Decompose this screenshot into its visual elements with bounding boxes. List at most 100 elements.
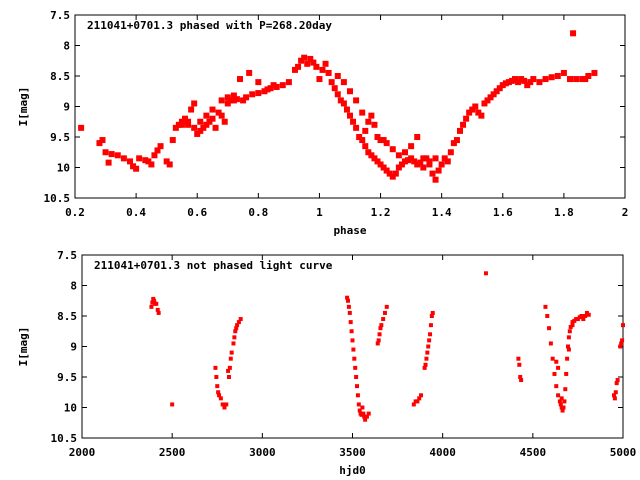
data-point xyxy=(423,362,428,367)
data-point xyxy=(349,329,354,334)
data-point xyxy=(420,164,427,171)
data-points xyxy=(149,271,625,422)
data-point xyxy=(157,143,164,150)
data-point xyxy=(518,76,525,83)
data-point xyxy=(351,347,356,352)
data-point xyxy=(542,76,549,83)
data-point xyxy=(377,332,382,337)
data-point xyxy=(108,151,115,158)
data-point xyxy=(483,271,488,276)
data-point xyxy=(285,79,292,86)
data-point xyxy=(350,118,357,125)
data-point xyxy=(554,384,559,389)
data-point xyxy=(364,414,369,419)
data-point xyxy=(460,121,467,128)
data-point xyxy=(127,158,133,165)
data-point xyxy=(408,155,415,162)
data-point xyxy=(361,411,366,416)
data-point xyxy=(224,402,229,407)
data-point xyxy=(389,146,396,153)
data-point xyxy=(279,82,286,89)
data-point xyxy=(232,335,237,340)
data-point xyxy=(236,320,241,325)
data-point xyxy=(363,417,368,422)
x-tick-label: 2500 xyxy=(159,446,186,459)
data-point xyxy=(499,82,506,89)
data-point xyxy=(365,149,372,156)
y-tick-label: 8 xyxy=(70,280,77,293)
data-point xyxy=(615,378,620,383)
data-point xyxy=(558,402,563,407)
data-point xyxy=(438,161,445,168)
data-point xyxy=(246,69,253,76)
data-point xyxy=(579,76,586,83)
x-axis-label: phase xyxy=(333,224,366,237)
data-point xyxy=(380,137,387,144)
data-point xyxy=(133,165,140,172)
data-point xyxy=(519,378,524,383)
data-point xyxy=(556,393,561,398)
data-point xyxy=(426,161,433,168)
data-point xyxy=(213,365,218,370)
data-point xyxy=(188,106,195,113)
data-point xyxy=(340,100,347,107)
data-point xyxy=(515,79,522,86)
y-tick-label: 10 xyxy=(57,162,70,175)
x-tick-label: 3000 xyxy=(249,446,276,459)
data-point xyxy=(197,118,204,125)
data-point xyxy=(166,161,173,168)
data-point xyxy=(295,63,302,70)
data-point xyxy=(362,127,369,134)
data-point xyxy=(424,356,429,361)
data-point xyxy=(527,79,534,86)
data-point xyxy=(457,127,463,134)
data-point xyxy=(233,329,238,334)
axis-ticks: 0.2 0.4 0.6 0.8 1 1.2 1.4 1.6 1.8 2 7.5 8 8.5 9 9.5 10 1… xyxy=(44,9,629,219)
data-point xyxy=(273,83,280,90)
data-point xyxy=(377,137,384,144)
data-point xyxy=(383,140,390,147)
data-point xyxy=(155,307,160,312)
data-point xyxy=(621,323,625,328)
data-point xyxy=(536,79,543,86)
data-point xyxy=(371,121,378,128)
data-point xyxy=(374,134,381,140)
data-point xyxy=(215,109,222,116)
data-point xyxy=(402,149,408,156)
data-point xyxy=(581,317,586,322)
data-point xyxy=(200,124,207,131)
data-point xyxy=(374,158,381,165)
data-point xyxy=(356,134,363,140)
data-point xyxy=(414,161,421,168)
data-point xyxy=(114,152,121,159)
data-point xyxy=(516,356,521,361)
data-point xyxy=(307,55,314,62)
data-point xyxy=(381,317,386,322)
data-point xyxy=(212,124,219,131)
data-point xyxy=(356,402,361,407)
data-point xyxy=(618,344,623,349)
data-point xyxy=(560,408,565,413)
data-point xyxy=(570,30,577,37)
data-point xyxy=(554,73,561,79)
data-point xyxy=(270,82,277,89)
data-point xyxy=(355,384,360,389)
data-point xyxy=(191,124,198,131)
data-point xyxy=(612,396,617,401)
data-point xyxy=(347,88,353,95)
data-point xyxy=(226,375,231,379)
data-point xyxy=(185,121,192,128)
data-point xyxy=(96,140,103,147)
data-point xyxy=(517,362,522,367)
data-point xyxy=(359,109,366,116)
data-point xyxy=(419,393,424,398)
x-tick-label: 1 xyxy=(316,206,323,219)
data-point xyxy=(493,88,500,95)
data-point xyxy=(426,344,431,349)
data-point xyxy=(191,100,198,107)
x-tick-label: 3500 xyxy=(339,446,366,459)
data-point xyxy=(224,94,231,101)
data-point xyxy=(502,80,509,87)
data-point xyxy=(398,161,405,168)
data-point xyxy=(450,140,457,147)
